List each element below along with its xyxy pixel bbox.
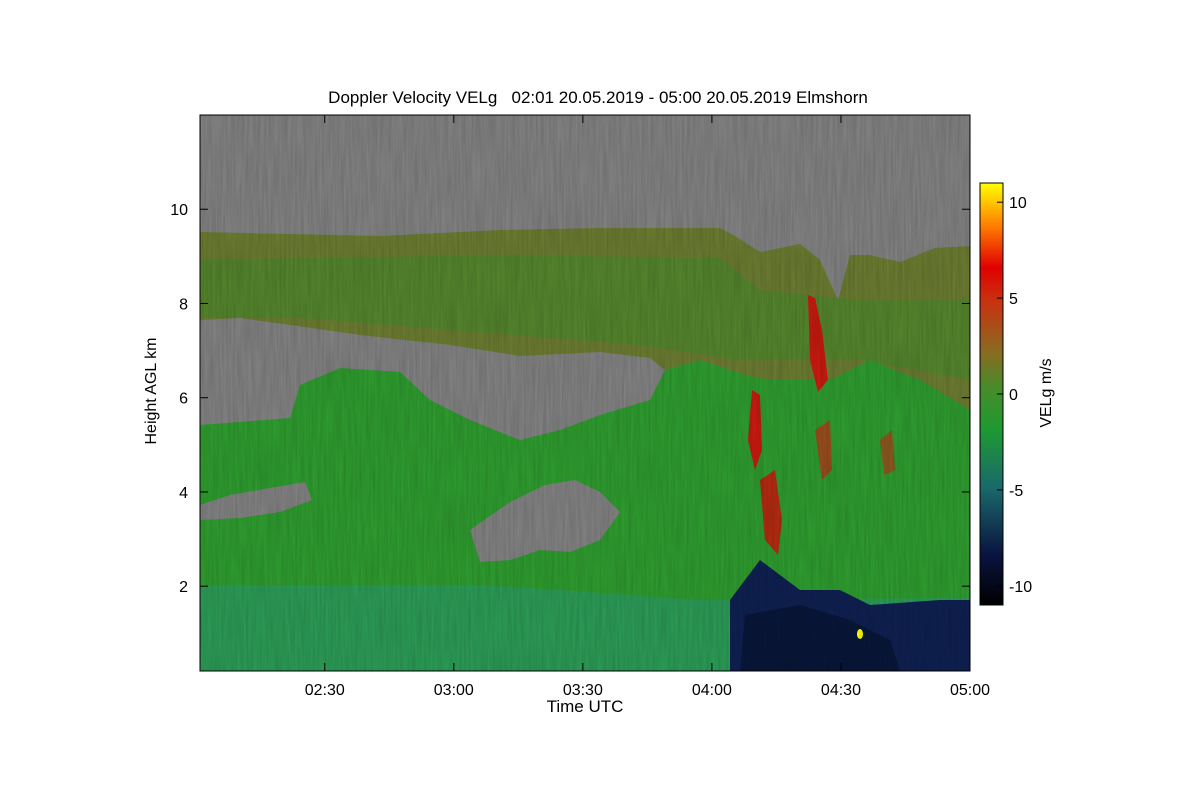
colorbar-tick-label: -10: [1009, 579, 1032, 596]
chart-title: Doppler Velocity VELg 02:01 20.05.2019 -…: [328, 88, 868, 107]
y-tick-label: 10: [170, 202, 188, 219]
colorbar-tick-label: 0: [1009, 387, 1018, 404]
x-tick-label: 03:30: [563, 682, 603, 699]
x-tick-label: 04:00: [692, 682, 732, 699]
heatmap-area: [200, 115, 970, 671]
colorbar-axis: 10 5 0 -5 -10: [997, 195, 1032, 596]
y-tick-label: 4: [179, 485, 188, 502]
y-tick-label: 2: [179, 579, 188, 596]
y-axis: 2 4 6 8 10: [170, 202, 970, 596]
plot-frame: [199, 114, 971, 672]
y-axis-label: Height AGL km: [143, 337, 160, 445]
colorbar-label: VELg m/s: [1038, 358, 1055, 428]
colorbar-tick-label: -5: [1009, 483, 1023, 500]
y-tick-label: 8: [179, 296, 188, 313]
x-tick-label: 02:30: [305, 682, 345, 699]
x-axis-label: Time UTC: [546, 697, 624, 716]
x-tick-label: 05:00: [950, 682, 990, 699]
colorbar-tick-label: 10: [1009, 195, 1027, 212]
x-axis: 02:30 03:00 03:30 04:00 04:30 05:00: [305, 115, 990, 699]
y-tick-label: 6: [179, 391, 188, 408]
streak-texture: [200, 115, 970, 671]
colorbar-tick-label: 5: [1009, 291, 1018, 308]
x-tick-label: 03:00: [434, 682, 474, 699]
x-tick-label: 04:30: [821, 682, 861, 699]
